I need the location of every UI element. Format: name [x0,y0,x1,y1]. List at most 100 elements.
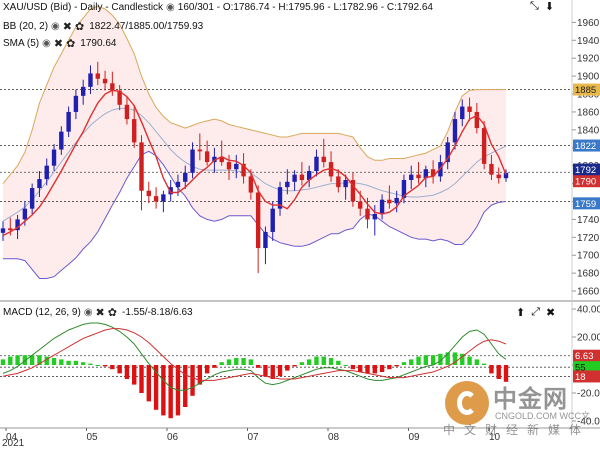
candle-body [168,187,173,195]
macd-histogram-bar [387,365,392,370]
x-tick-label: 09 [409,432,421,443]
arrow-up-icon[interactable]: ⬆ [516,307,526,319]
macd-label: MACD (12, 26, 9) [3,307,81,318]
candle-body [234,163,239,170]
signal-line [2,328,507,381]
macd-histogram-bar [306,359,312,365]
macd-histogram-bar [365,365,370,374]
macd-histogram-bar [139,365,144,393]
macd-histogram-bar [117,365,122,374]
macd-histogram-bar [489,365,494,374]
price-tick-label: 1900 [577,72,600,83]
gear-icon[interactable]: ✿ [66,38,76,50]
macd-histogram-bar [88,363,93,365]
sma-value: 1790.64 [80,38,117,49]
candle-body [153,196,159,202]
candle-body [503,172,509,179]
macd-values: -1.55/-8.18/6.63 [121,307,193,318]
candle-body [190,149,195,173]
candle-body [489,163,494,175]
macd-histogram-bar [328,358,334,365]
macd-histogram-bar [212,365,217,368]
candle-body [0,228,6,233]
close-price-tag: 1792 [575,165,596,176]
gear-icon[interactable]: ✿ [107,307,117,319]
eye-icon[interactable]: ◉ [51,21,60,32]
candle-body [110,83,115,91]
price-tick-label: 1960 [577,18,600,29]
eye-icon[interactable]: ◉ [166,2,175,13]
macd-histogram-bar [15,355,20,365]
expand-arrows-icon[interactable]: ⤢ [531,306,541,318]
macd-tick-label: 40.00 [577,305,600,316]
macd-histogram-bar [358,365,363,372]
close-icon[interactable]: ✖ [95,307,105,319]
bb-label: BB (20, 2) [3,21,49,32]
candle-body [292,174,297,182]
candle-body [15,219,20,231]
gear-icon[interactable]: ✿ [74,21,85,33]
sma-label: SMA (5) [3,38,40,49]
candle-body [88,73,93,87]
macd-line-tag: 55 [575,363,586,374]
macd-histogram-bar [474,359,480,365]
candle-body [379,199,385,215]
candle-body [219,156,224,163]
bb-middle-tag-bg [573,139,600,152]
candle-body [409,174,414,180]
macd-signal-tag-bg [573,349,600,362]
bb-middle-line [2,107,507,222]
candle-body [8,228,13,231]
collapse-arrows-icon[interactable]: ⤡ [530,0,539,12]
candle-body [22,208,28,220]
price-tick-label: 1720 [577,233,600,244]
candle-body [175,181,181,188]
sma-legend: SMA (5) ◉ ✖ ✿ 1790.64 [3,37,116,50]
macd-histogram-bar [270,365,275,379]
macd-histogram-bar [445,352,450,365]
bb-upper-tag: 1885 [575,85,596,96]
macd-histogram-bar [95,365,100,366]
candle-body [241,163,246,177]
macd-signal-tag: 6.63 [575,351,594,362]
macd-histogram-bar [321,356,326,365]
candle-body [336,176,341,188]
candle-body [66,111,71,132]
candle-body [124,104,130,120]
candle-body [387,199,392,204]
candle-body [285,181,290,188]
candle-body [321,156,326,163]
macd-histogram-bar [379,365,385,372]
arrow-down-icon[interactable]: ⬇ [544,1,555,13]
x-year-label: 2021 [2,438,25,449]
macd-histogram-bar [343,365,348,366]
macd-histogram-bar [0,359,6,365]
close-icon[interactable]: ✖ [546,307,556,319]
candle-body [132,119,137,143]
candle-body [51,149,57,166]
close-icon[interactable]: ✖ [53,38,64,50]
bb-upper-line [2,5,506,184]
candle-body [277,187,283,209]
macd-histogram-bar [59,359,64,365]
macd-histogram-bar [409,359,414,365]
candle-body [248,176,254,193]
macd-histogram-bar [372,365,377,374]
price-tick-label: 1940 [577,36,600,47]
eye-icon[interactable]: ◉ [83,307,93,318]
eye-icon[interactable]: ◉ [42,38,51,49]
price-tick-label: 1680 [577,269,600,280]
candle-body [117,90,122,105]
macd-histogram-bar [241,358,246,365]
close-price-tag-bg [573,163,600,176]
macd-histogram-bar [350,365,356,370]
candle-body [401,180,407,198]
macd-histogram-bar [438,353,443,365]
candle-body [37,179,42,189]
macd-histogram-bar [124,365,130,379]
macd-histogram-bar [37,355,42,365]
candle-body [372,214,377,220]
candle-body [146,190,151,197]
close-icon[interactable]: ✖ [62,21,72,33]
macd-histogram-bar [161,365,166,416]
